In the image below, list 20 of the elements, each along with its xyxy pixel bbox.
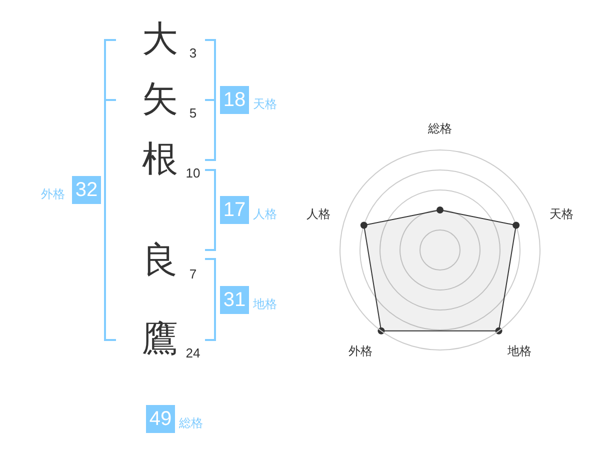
data-label: 10 xyxy=(186,166,200,180)
data-label: 3 xyxy=(189,46,197,60)
category-label: 人格 xyxy=(253,207,277,221)
data-label: 7 xyxy=(189,266,197,282)
spoke-label: 天格 xyxy=(549,206,574,221)
category-label: 総格 xyxy=(179,416,203,430)
category-label: 外格 xyxy=(41,187,65,201)
category-label: 矢 xyxy=(142,79,178,120)
category-label: 大 xyxy=(142,19,178,60)
category-label: 鷹 xyxy=(142,319,178,360)
spoke-label: 地格 xyxy=(506,344,532,358)
spoke-label: 人格 xyxy=(306,206,331,221)
category-label: 地格 xyxy=(253,297,277,311)
data-label: 24 xyxy=(186,346,200,360)
category-label: 根 xyxy=(142,139,178,180)
category-label: 良 xyxy=(142,240,178,281)
spoke-label: 外格 xyxy=(348,344,372,358)
data-label: 5 xyxy=(189,106,197,120)
spoke-label: 総格 xyxy=(427,122,452,136)
category-label: 天格 xyxy=(253,97,277,111)
